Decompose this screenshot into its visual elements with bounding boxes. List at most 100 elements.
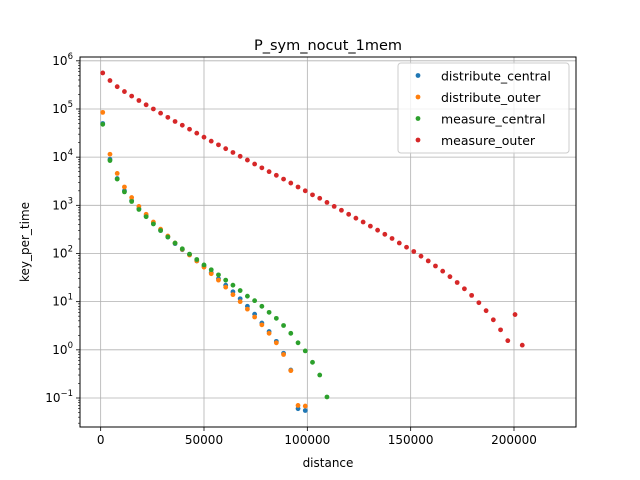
data-point	[114, 176, 120, 182]
data-point	[259, 322, 265, 328]
y-tick-label: 100	[52, 341, 73, 357]
legend-label: distribute_outer	[441, 90, 541, 105]
data-point	[179, 122, 185, 128]
data-point	[245, 306, 250, 312]
data-point	[129, 199, 135, 204]
data-point	[302, 348, 308, 354]
data-point	[317, 195, 323, 201]
data-point	[418, 253, 424, 259]
data-point	[208, 138, 214, 144]
data-point	[150, 221, 156, 227]
data-point	[245, 293, 250, 299]
data-point	[252, 298, 258, 304]
legend-marker	[415, 116, 421, 121]
data-point	[396, 240, 402, 246]
y-tick-label: 104	[52, 148, 73, 164]
data-point	[165, 234, 171, 240]
y-tick-label: 106	[52, 52, 73, 68]
data-point	[433, 263, 438, 269]
x-tick-label: 100000	[284, 433, 330, 447]
legend-marker	[415, 73, 421, 78]
data-point	[208, 271, 214, 277]
data-point	[469, 292, 475, 298]
data-point	[259, 165, 265, 171]
data-point	[519, 342, 525, 348]
x-tick-label: 50000	[185, 433, 223, 447]
data-point	[252, 161, 258, 167]
data-point	[187, 126, 192, 132]
data-point	[237, 299, 243, 305]
series-measure_central	[100, 121, 330, 400]
data-point	[375, 227, 380, 233]
data-point	[483, 308, 489, 314]
data-point	[136, 98, 142, 103]
data-point	[404, 244, 409, 250]
data-point	[100, 121, 106, 127]
data-point	[172, 119, 178, 124]
data-point	[165, 114, 171, 120]
data-point	[158, 110, 164, 116]
data-point	[302, 188, 308, 194]
y-tick-label: 103	[52, 196, 73, 212]
data-point	[266, 169, 272, 175]
legend: distribute_central distribute_outermeasur…	[397, 62, 570, 154]
data-point	[346, 211, 352, 217]
plot-frame	[79, 56, 577, 428]
data-point	[107, 158, 113, 163]
y-tick-label: 105	[52, 100, 73, 116]
data-point	[252, 314, 258, 320]
data-point	[259, 303, 265, 309]
data-point	[230, 282, 236, 288]
x-axis-label: distance	[303, 456, 354, 470]
data-point	[266, 330, 272, 336]
data-point	[425, 258, 431, 264]
x-axis-ticks: 0 50000 100000 150000 200000	[97, 427, 537, 447]
data-point	[194, 257, 200, 262]
data-point	[324, 199, 330, 205]
data-point	[100, 70, 106, 76]
data-point	[512, 312, 518, 317]
legend-label: distribute_central	[441, 69, 551, 84]
data-point	[230, 150, 236, 155]
data-point	[295, 340, 301, 346]
data-point	[490, 317, 496, 323]
data-point	[281, 352, 286, 357]
data-point	[129, 93, 135, 99]
data-point	[440, 268, 446, 274]
data-point	[360, 219, 366, 225]
data-point	[201, 262, 207, 268]
data-point	[273, 340, 279, 346]
data-point	[281, 176, 286, 182]
data-point	[216, 142, 221, 148]
y-axis-ticks: 10−1 100 101 102 103 104 105 106	[45, 52, 80, 424]
data-point	[208, 267, 214, 273]
data-point	[150, 106, 156, 112]
data-point	[447, 274, 453, 280]
legend-label: measure_outer	[441, 133, 536, 148]
data-point	[223, 146, 229, 152]
data-point	[310, 192, 315, 198]
data-points	[100, 70, 525, 413]
data-point	[223, 284, 229, 290]
data-point	[339, 207, 344, 213]
y-tick-label: 10−1	[45, 389, 73, 405]
data-point	[295, 403, 301, 408]
data-point	[462, 286, 467, 292]
data-point	[216, 272, 221, 278]
data-point	[273, 172, 279, 178]
x-tick-label: 0	[97, 433, 105, 447]
data-point	[317, 372, 323, 378]
data-point	[107, 78, 113, 83]
data-point	[281, 323, 286, 328]
data-point	[194, 130, 200, 136]
data-point	[143, 102, 149, 108]
data-point	[310, 359, 315, 365]
data-point	[114, 170, 120, 176]
x-tick-label: 150000	[388, 433, 434, 447]
data-point	[454, 280, 460, 285]
data-point	[266, 309, 272, 315]
data-point	[136, 207, 142, 212]
data-point	[476, 300, 482, 306]
data-point	[114, 84, 120, 90]
